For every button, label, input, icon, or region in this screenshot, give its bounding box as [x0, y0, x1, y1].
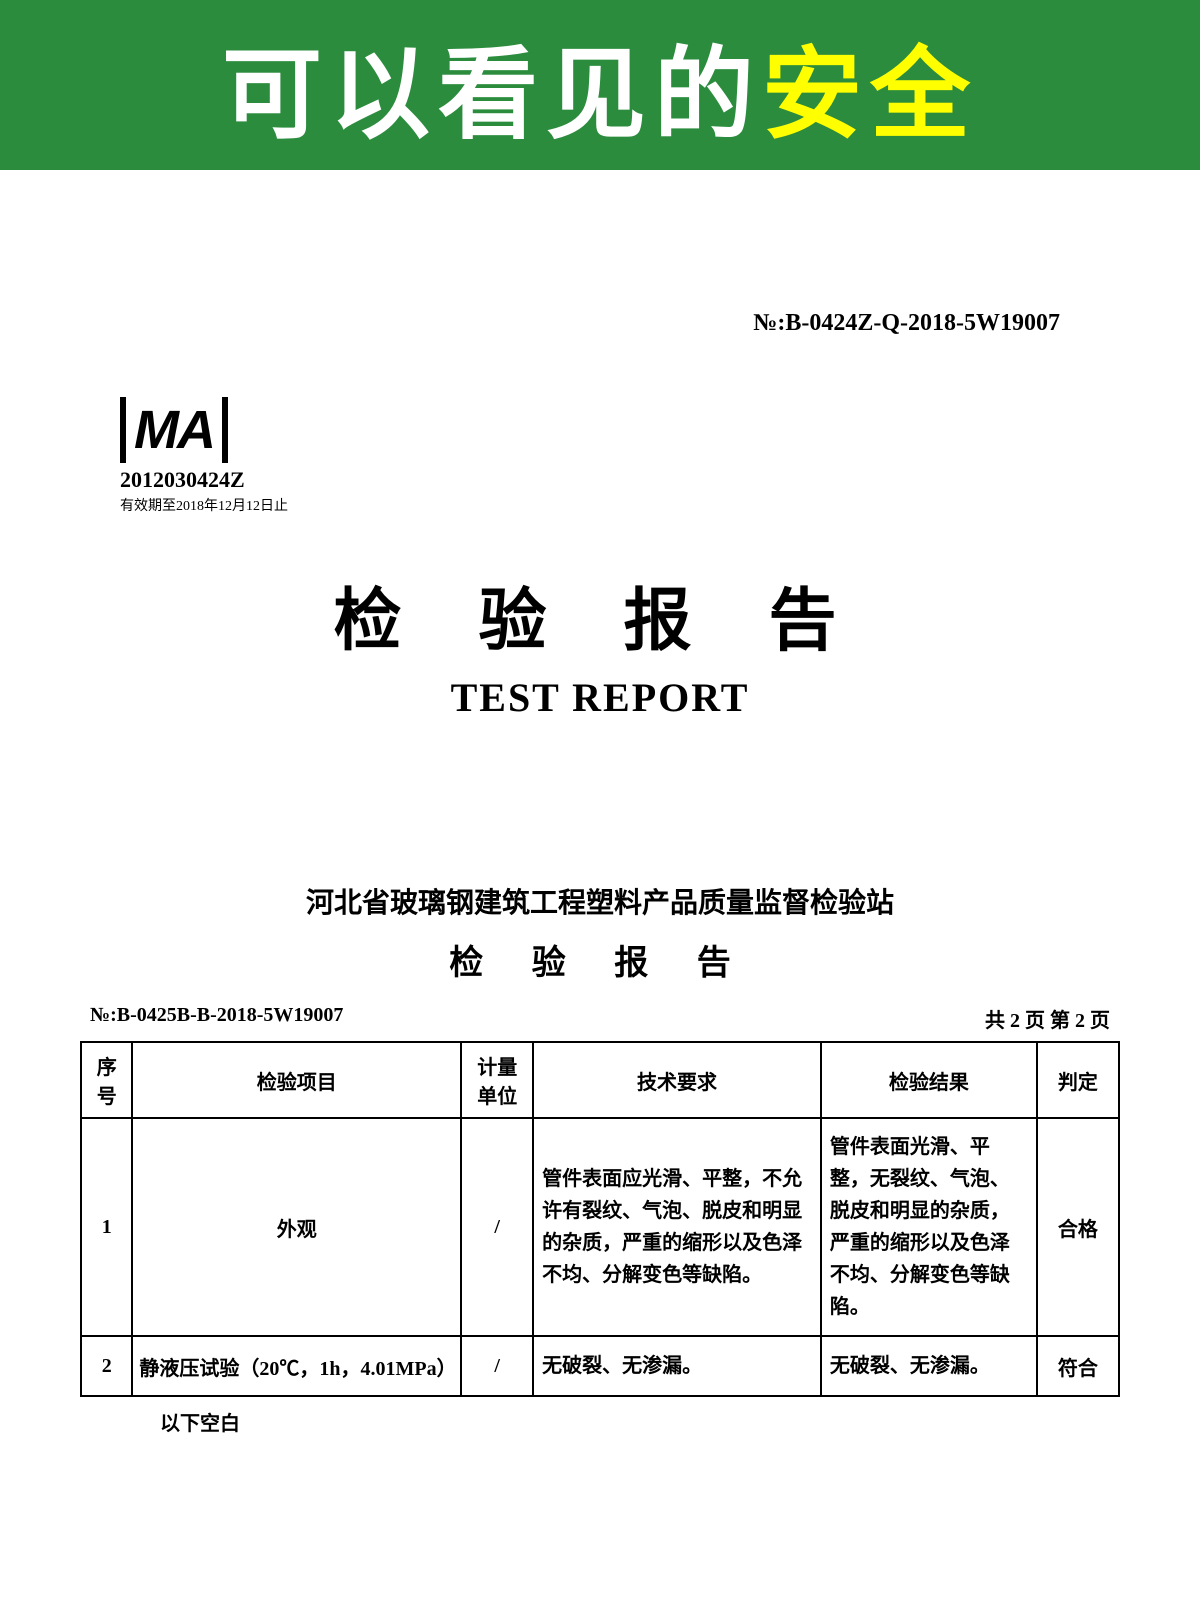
page-info: 共 2 页 第 2 页	[985, 1004, 1110, 1033]
cell-judge: 符合	[1037, 1336, 1119, 1396]
station-name: 河北省玻璃钢建筑工程塑料产品质量监督检验站	[80, 881, 1120, 921]
banner-text-yellow: 安全	[762, 13, 978, 158]
main-title-en: TEST REPORT	[80, 674, 1120, 721]
banner: 可以看见的安全	[0, 0, 1200, 170]
table-row: 2 静液压试验（20℃，1h，4.01MPa） / 无破裂、无渗漏。 无破裂、无…	[81, 1336, 1119, 1396]
col-header-requirement: 技术要求	[533, 1042, 821, 1118]
cell-seq: 2	[81, 1336, 132, 1396]
main-title-cn: 检 验 报 告	[80, 565, 1120, 664]
col-header-judge: 判定	[1037, 1042, 1119, 1118]
cell-item: 静液压试验（20℃，1h，4.01MPa）	[132, 1336, 461, 1396]
col-header-result: 检验结果	[821, 1042, 1037, 1118]
cell-requirement: 管件表面应光滑、平整，不允许有裂纹、气泡、脱皮和明显的杂质，严重的缩形以及色泽不…	[533, 1118, 821, 1336]
below-blank-label: 以下空白	[160, 1407, 1120, 1436]
cell-item: 外观	[132, 1118, 461, 1336]
col-header-unit: 计量单位	[461, 1042, 533, 1118]
table-row: 1 外观 / 管件表面应光滑、平整，不允许有裂纹、气泡、脱皮和明显的杂质，严重的…	[81, 1118, 1119, 1336]
cma-code: 2012030424Z	[120, 467, 1120, 493]
cell-unit: /	[461, 1336, 533, 1396]
cell-seq: 1	[81, 1118, 132, 1336]
table-header-row: 序号 检验项目 计量单位 技术要求 检验结果 判定	[81, 1042, 1119, 1118]
cell-unit: /	[461, 1118, 533, 1336]
col-header-seq: 序号	[81, 1042, 132, 1118]
banner-text-white: 可以看见的	[222, 13, 762, 158]
cma-logo-text: MA	[134, 400, 214, 460]
sub-title: 检 验 报 告	[80, 935, 1120, 984]
inspection-table: 序号 检验项目 计量单位 技术要求 检验结果 判定 1 外观 / 管件表面应光滑…	[80, 1041, 1120, 1397]
cell-result: 无破裂、无渗漏。	[821, 1336, 1037, 1396]
report-number-top: №:B-0424Z-Q-2018-5W19007	[80, 310, 1060, 337]
cell-result: 管件表面光滑、平整，无裂纹、气泡、脱皮和明显的杂质，严重的缩形以及色泽不均、分解…	[821, 1118, 1037, 1336]
table-header-info: №:B-0425B-B-2018-5W19007 共 2 页 第 2 页	[80, 1004, 1120, 1033]
cma-expiry: 有效期至2018年12月12日止	[120, 495, 1120, 515]
cell-requirement: 无破裂、无渗漏。	[533, 1336, 821, 1396]
report-number-2: №:B-0425B-B-2018-5W19007	[90, 1004, 343, 1033]
document-area: №:B-0424Z-Q-2018-5W19007 MA 2012030424Z …	[0, 170, 1200, 1476]
col-header-item: 检验项目	[132, 1042, 461, 1118]
cma-certification-block: MA 2012030424Z 有效期至2018年12月12日止	[120, 397, 1120, 515]
cell-judge: 合格	[1037, 1118, 1119, 1336]
cma-logo: MA	[120, 397, 228, 463]
